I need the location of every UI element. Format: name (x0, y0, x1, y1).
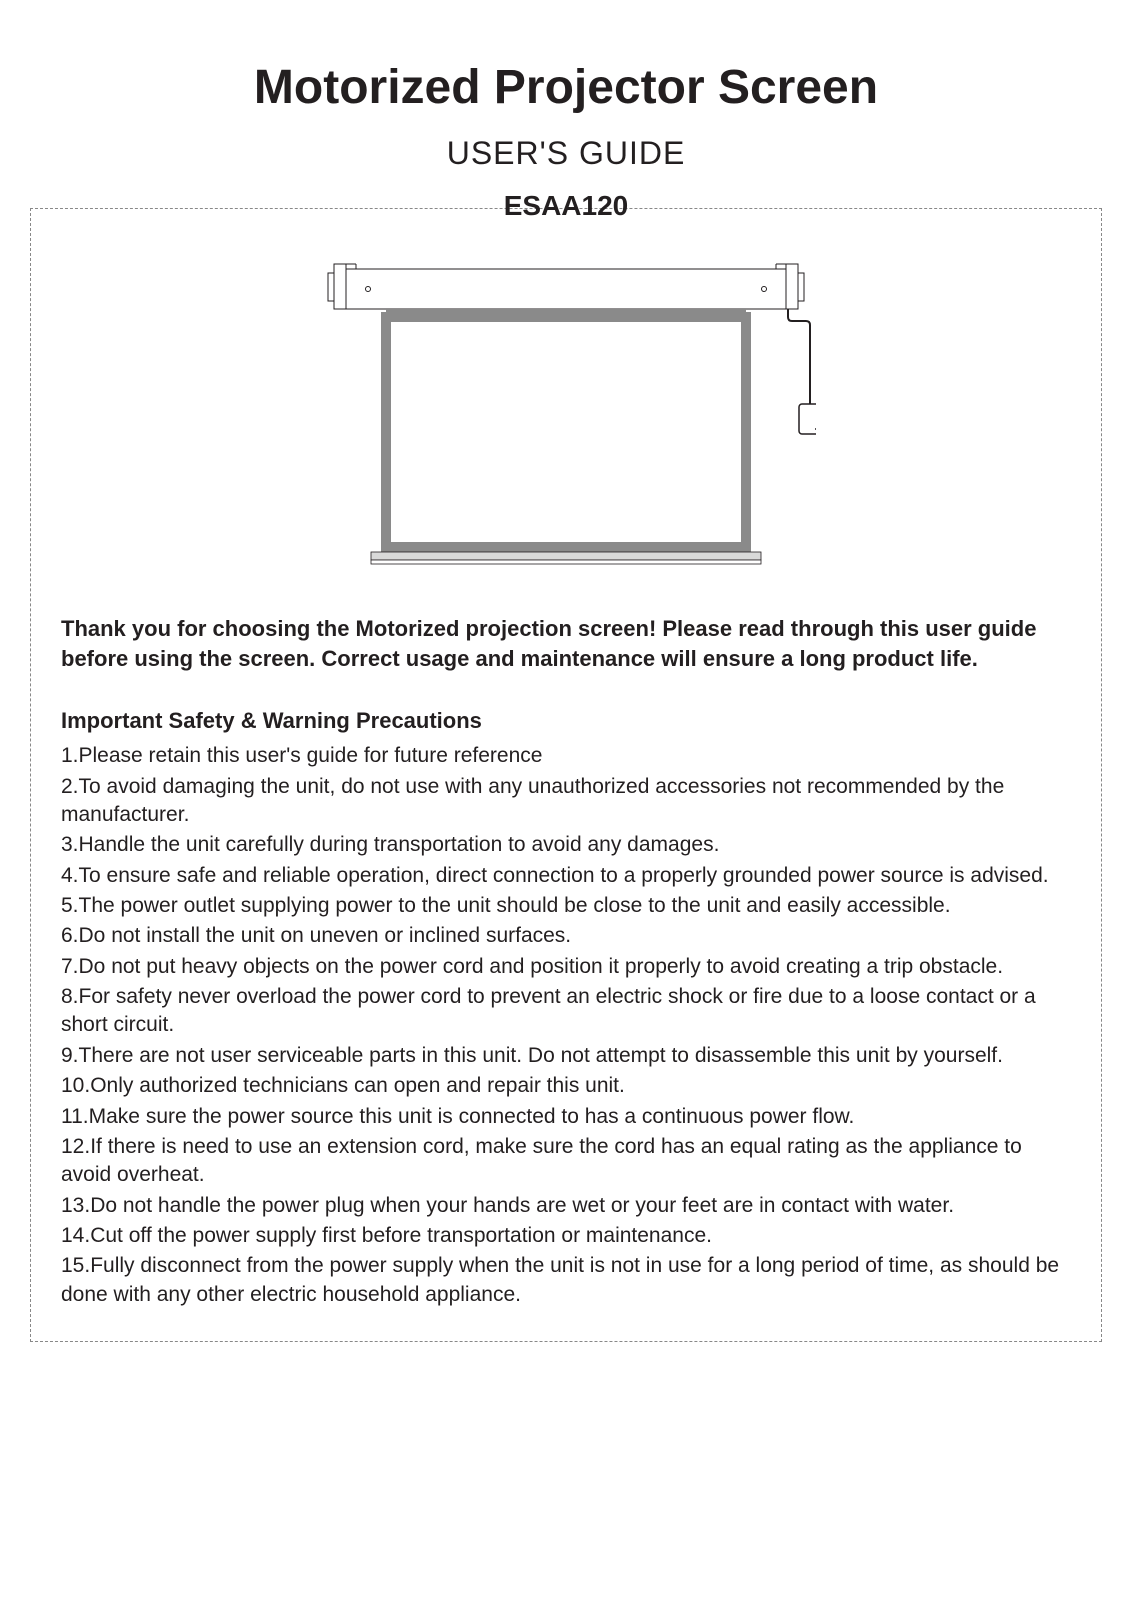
precaution-item: 9.There are not user serviceable parts i… (61, 1042, 1071, 1070)
precaution-item: 2.To avoid damaging the unit, do not use… (61, 773, 1071, 830)
precaution-item: 10.Only authorized technicians can open … (61, 1072, 1071, 1100)
precaution-item: 15.Fully disconnect from the power suppl… (61, 1252, 1071, 1309)
precaution-item: 3.Handle the unit carefully during trans… (61, 831, 1071, 859)
precaution-item: 13.Do not handle the power plug when you… (61, 1192, 1071, 1220)
precaution-item: 12.If there is need to use an extension … (61, 1133, 1071, 1190)
precaution-item: 11.Make sure the power source this unit … (61, 1103, 1071, 1131)
precaution-item: 6.Do not install the unit on uneven or i… (61, 922, 1071, 950)
precaution-item: 4.To ensure safe and reliable operation,… (61, 862, 1071, 890)
intro-paragraph: Thank you for choosing the Motorized pro… (61, 614, 1071, 673)
precaution-item: 14.Cut off the power supply first before… (61, 1222, 1071, 1250)
page-title: Motorized Projector Screen (30, 60, 1102, 115)
content-box: Thank you for choosing the Motorized pro… (30, 208, 1102, 1342)
safety-heading: Important Safety & Warning Precautions (61, 708, 1071, 734)
page-subtitle: USER'S GUIDE (30, 135, 1102, 172)
precaution-item: 8.For safety never overload the power co… (61, 983, 1071, 1040)
precautions-list: 1.Please retain this user's guide for fu… (61, 742, 1071, 1309)
precaution-item: 5.The power outlet supplying power to th… (61, 892, 1071, 920)
projector-screen-diagram (316, 259, 816, 569)
product-diagram (61, 259, 1071, 574)
document-page: Motorized Projector Screen USER'S GUIDE … (0, 0, 1132, 1382)
precaution-item: 7.Do not put heavy objects on the power … (61, 953, 1071, 981)
precaution-item: 1.Please retain this user's guide for fu… (61, 742, 1071, 770)
